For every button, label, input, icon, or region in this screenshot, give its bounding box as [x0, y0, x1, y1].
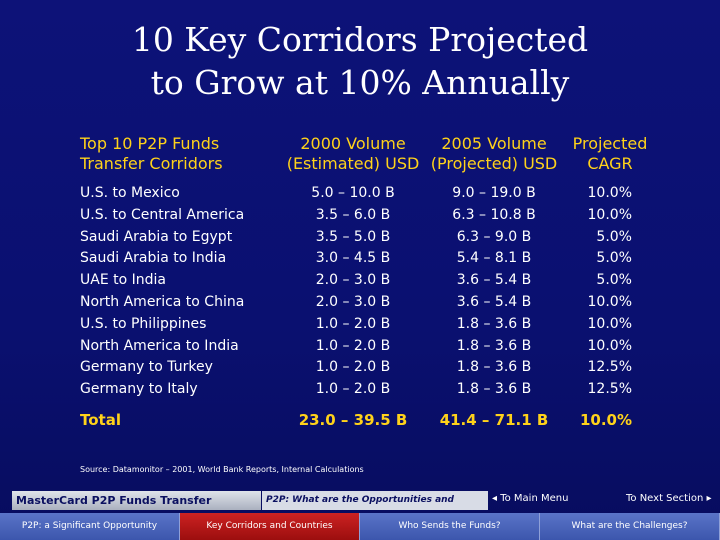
- brand-label: MasterCard P2P Funds Transfer Solutions: [12, 491, 261, 526]
- volume-2000: 3.0 – 4.5 B: [315, 250, 391, 267]
- corridor-name: U.S. to Mexico: [80, 185, 180, 201]
- volume-2000: 1.0 – 2.0 B: [315, 337, 391, 354]
- cagr: 5.0%: [596, 228, 632, 245]
- volume-2005: 5.4 – 8.1 B: [456, 250, 532, 267]
- corridor-name: U.S. to Central America: [80, 206, 245, 223]
- volume-2005: 9.0 – 19.0 B: [452, 185, 536, 201]
- table-row: Germany to Turkey 1.0 – 2.0 B 1.8 – 3.6 …: [0, 357, 720, 379]
- cagr: 10.0%: [587, 293, 632, 310]
- tab-challenges[interactable]: What are the Challenges?: [540, 513, 720, 540]
- source-note: Source: Datamonitor – 2001, World Bank R…: [80, 465, 364, 474]
- volume-2000: 2.0 – 3.0 B: [315, 272, 391, 289]
- tab-significant-opportunity[interactable]: P2P: a Significant Opportunity: [0, 513, 180, 540]
- to-next-section-link[interactable]: To Next Section ▸: [626, 493, 712, 504]
- volume-2005: 3.6 – 5.4 B: [456, 272, 532, 289]
- volume-2005: 1.8 – 3.6 B: [456, 337, 532, 354]
- header-corridors: Top 10 P2P Funds Transfer Corridors: [80, 134, 223, 173]
- table-body: U.S. to Mexico 5.0 – 10.0 B 9.0 – 19.0 B…: [0, 183, 720, 401]
- total-label: Total: [80, 411, 121, 429]
- total-volume-2005: 41.4 – 71.1 B: [439, 411, 549, 429]
- corridor-name: Germany to Italy: [80, 381, 198, 398]
- volume-2005: 3.6 – 5.4 B: [456, 293, 532, 310]
- total-volume-2000: 23.0 – 39.5 B: [298, 411, 408, 429]
- volume-2000: 3.5 – 5.0 B: [315, 228, 391, 245]
- cagr: 5.0%: [596, 250, 632, 267]
- cagr: 5.0%: [596, 272, 632, 289]
- section-tabs: P2P: a Significant Opportunity Key Corri…: [0, 513, 720, 540]
- volume-2005: 1.8 – 3.6 B: [456, 359, 532, 376]
- total-row: Total 23.0 – 39.5 B 41.4 – 71.1 B 10.0%: [0, 409, 720, 431]
- corridor-name: U.S. to Philippines: [80, 315, 207, 332]
- to-main-menu-link[interactable]: ◂ To Main Menu: [492, 493, 568, 504]
- header-volume-2005: 2005 Volume (Projected) USD: [430, 134, 558, 173]
- section-question: P2P: What are the Opportunities and Chal…: [262, 491, 488, 524]
- cagr: 10.0%: [587, 315, 632, 332]
- volume-2000: 3.5 – 6.0 B: [315, 206, 391, 223]
- corridor-name: North America to India: [80, 337, 239, 354]
- cagr: 12.5%: [587, 381, 632, 398]
- volume-2005: 6.3 – 9.0 B: [456, 228, 532, 245]
- volume-2005: 1.8 – 3.6 B: [456, 381, 532, 398]
- corridor-name: UAE to India: [80, 272, 166, 289]
- total-cagr: 10.0%: [579, 411, 632, 429]
- tab-key-corridors[interactable]: Key Corridors and Countries: [180, 513, 360, 540]
- title-line-1: 10 Key Corridors Projected: [131, 20, 589, 59]
- volume-2000: 1.0 – 2.0 B: [315, 359, 391, 376]
- table-row: U.S. to Central America 3.5 – 6.0 B 6.3 …: [0, 205, 720, 227]
- table-row: UAE to India 2.0 – 3.0 B 3.6 – 5.4 B 5.0…: [0, 270, 720, 292]
- volume-2000: 1.0 – 2.0 B: [315, 315, 391, 332]
- table-row: North America to China 2.0 – 3.0 B 3.6 –…: [0, 292, 720, 314]
- cagr: 10.0%: [587, 185, 632, 201]
- table-row: U.S. to Philippines 1.0 – 2.0 B 1.8 – 3.…: [0, 314, 720, 336]
- tab-who-sends-funds[interactable]: Who Sends the Funds?: [360, 513, 540, 540]
- volume-2005: 6.3 – 10.8 B: [452, 206, 536, 223]
- to-next-section-label: To Next Section: [626, 493, 704, 504]
- title-line-2: to Grow at 10% Annually: [150, 63, 570, 102]
- volume-2000: 1.0 – 2.0 B: [315, 381, 391, 398]
- table-row: Saudi Arabia to India 3.0 – 4.5 B 5.4 – …: [0, 248, 720, 270]
- header-volume-2000: 2000 Volume (Estimated) USD: [286, 134, 420, 173]
- volume-2005: 1.8 – 3.6 B: [456, 315, 532, 332]
- corridor-name: North America to China: [80, 293, 245, 310]
- cagr: 12.5%: [587, 359, 632, 376]
- table-row: Saudi Arabia to Egypt 3.5 – 5.0 B 6.3 – …: [0, 227, 720, 249]
- arrow-right-icon: ▸: [706, 493, 712, 504]
- header-cagr: Projected CAGR: [572, 134, 648, 173]
- table-row: North America to India 1.0 – 2.0 B 1.8 –…: [0, 336, 720, 358]
- to-main-menu-label: To Main Menu: [500, 493, 569, 504]
- volume-2000: 2.0 – 3.0 B: [315, 293, 391, 310]
- cagr: 10.0%: [587, 337, 632, 354]
- corridor-name: Saudi Arabia to India: [80, 250, 227, 267]
- table-header: Top 10 P2P Funds Transfer Corridors 2000…: [0, 134, 720, 174]
- footer-bar: MasterCard P2P Funds Transfer Solutions …: [0, 490, 720, 526]
- table-row: U.S. to Mexico 5.0 – 10.0 B 9.0 – 19.0 B…: [0, 183, 720, 205]
- table-row: Germany to Italy 1.0 – 2.0 B 1.8 – 3.6 B…: [0, 379, 720, 401]
- volume-2000: 5.0 – 10.0 B: [311, 185, 395, 201]
- corridor-name: Saudi Arabia to Egypt: [80, 228, 233, 245]
- cagr: 10.0%: [587, 206, 632, 223]
- corridor-name: Germany to Turkey: [80, 359, 213, 376]
- arrow-left-icon: ◂: [492, 493, 498, 504]
- slide-title: 10 Key Corridors Projected to Grow at 10…: [0, 18, 720, 104]
